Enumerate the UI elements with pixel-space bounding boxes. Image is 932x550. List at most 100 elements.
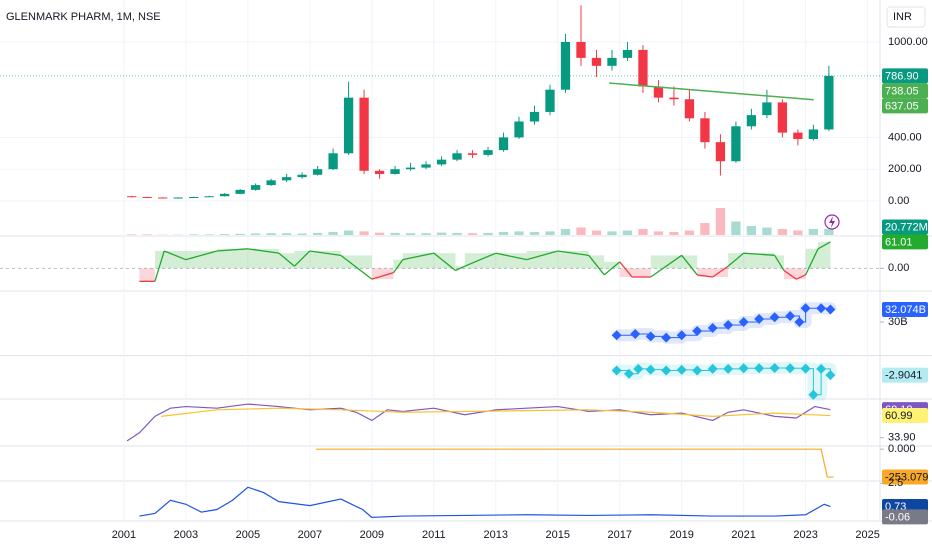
- candle-body: [653, 86, 664, 98]
- oscillator-fill: [154, 251, 165, 269]
- volume-bar: [607, 231, 617, 235]
- oscillator-segment: [392, 259, 404, 274]
- candle-body: [312, 169, 323, 175]
- diamond-marker: [785, 363, 796, 374]
- candle-body: [638, 49, 648, 87]
- alert-icon-bolt: [829, 216, 835, 228]
- oscillator-segment: [278, 252, 295, 267]
- x-tick-label: 2021: [731, 529, 755, 541]
- diamond-marker: [738, 363, 749, 374]
- volume-bar: [669, 232, 679, 235]
- diamond-marker: [800, 303, 811, 314]
- volume-bar: [189, 234, 199, 235]
- value-badge: [882, 234, 928, 250]
- diamond-marker: [692, 326, 703, 336]
- volume-bar: [281, 233, 292, 235]
- value-badge: [882, 219, 928, 235]
- candle-body: [189, 197, 199, 199]
- y-tick-label: 33.90: [888, 432, 916, 444]
- oscillator-segment: [712, 265, 729, 278]
- oscillator-segment: [796, 274, 806, 280]
- diamond-marker: [624, 368, 635, 379]
- oscillator-fill: [455, 266, 465, 269]
- volume-bar: [452, 232, 462, 235]
- y-tick-label: 30B: [888, 316, 908, 328]
- volume-bar: [142, 234, 152, 235]
- x-tick-label: 2015: [546, 529, 570, 541]
- diamond-marker: [794, 317, 805, 327]
- value-badge: [882, 83, 928, 99]
- oscillator-fill: [164, 251, 186, 269]
- oscillator-segment: [495, 252, 527, 261]
- oscillator-segment: [650, 254, 683, 278]
- oscillator-fill: [650, 255, 682, 269]
- volume-bar: [467, 233, 478, 235]
- oscillator-fill: [393, 259, 403, 269]
- y-tick-label: 400.00: [888, 131, 922, 143]
- value-badge-label: 637.05: [885, 100, 919, 112]
- x-tick-label: 2007: [298, 529, 322, 541]
- oscillator-fill: [818, 241, 831, 269]
- oscillator-segment: [247, 248, 279, 254]
- oscillator-fill: [783, 268, 797, 280]
- candle-body: [684, 99, 695, 119]
- x-tick-label: 2009: [360, 529, 384, 541]
- oscillator-segment: [603, 261, 621, 276]
- diamond-marker: [645, 331, 656, 342]
- value-badge-label: 738.05: [885, 85, 919, 97]
- oscillator-segment: [455, 265, 466, 272]
- candle-body: [545, 89, 555, 112]
- diamond-marker: [723, 320, 734, 330]
- currency-box[interactable]: [886, 6, 926, 28]
- x-tick-label: 2003: [174, 529, 198, 541]
- volume-bar: [312, 232, 323, 235]
- volume-bar: [359, 231, 369, 235]
- candle-body: [436, 159, 447, 165]
- volume-bar: [638, 229, 648, 235]
- oscillator-segment: [727, 252, 745, 267]
- candle-body: [390, 169, 400, 174]
- oscillator-fill: [604, 261, 620, 269]
- candle-body: [607, 57, 617, 66]
- candle-body: [700, 118, 710, 143]
- volume-bar: [483, 232, 493, 235]
- value-badge: [882, 68, 928, 84]
- diamond-marker: [723, 363, 734, 374]
- volume-bar: [824, 228, 834, 235]
- volume-bar: [250, 233, 261, 235]
- candle-body: [142, 197, 152, 199]
- diamond-marker: [769, 362, 780, 373]
- volume-bar: [746, 226, 757, 235]
- candle-body: [328, 153, 338, 170]
- volume-bar: [762, 227, 772, 235]
- x-tick-label: 2019: [669, 529, 693, 541]
- candle-body: [731, 126, 741, 162]
- candle-body: [343, 97, 354, 154]
- plot-layer: [0, 0, 932, 522]
- oscillator-fill: [402, 253, 434, 269]
- oscillator-segment: [185, 250, 218, 261]
- diamond-marker: [630, 329, 641, 339]
- diamond-marker: [676, 364, 687, 375]
- oscillator-segment: [805, 248, 819, 276]
- diamond-marker: [611, 365, 622, 376]
- volume-bar: [390, 232, 400, 235]
- candle-body: [715, 142, 726, 162]
- oscillator-fill: [433, 253, 456, 269]
- value-badge: [882, 408, 928, 424]
- oscillator-segment: [309, 250, 341, 256]
- candle-body: [158, 197, 168, 199]
- volume-bar: [266, 233, 276, 235]
- oscillator-fill: [796, 268, 806, 280]
- oscillator-segment: [697, 274, 713, 278]
- value-badge: [882, 367, 928, 383]
- candle-body: [374, 170, 385, 174]
- value-badge-label: 20.772M: [885, 221, 928, 233]
- candle-body: [793, 132, 803, 139]
- diamond-marker: [645, 364, 656, 375]
- diamond-marker: [611, 330, 622, 341]
- y-tick-label: 2.5: [888, 477, 903, 489]
- oscillator-fill: [632, 268, 651, 277]
- candle-body: [220, 193, 230, 197]
- oscillator-fill: [526, 251, 558, 269]
